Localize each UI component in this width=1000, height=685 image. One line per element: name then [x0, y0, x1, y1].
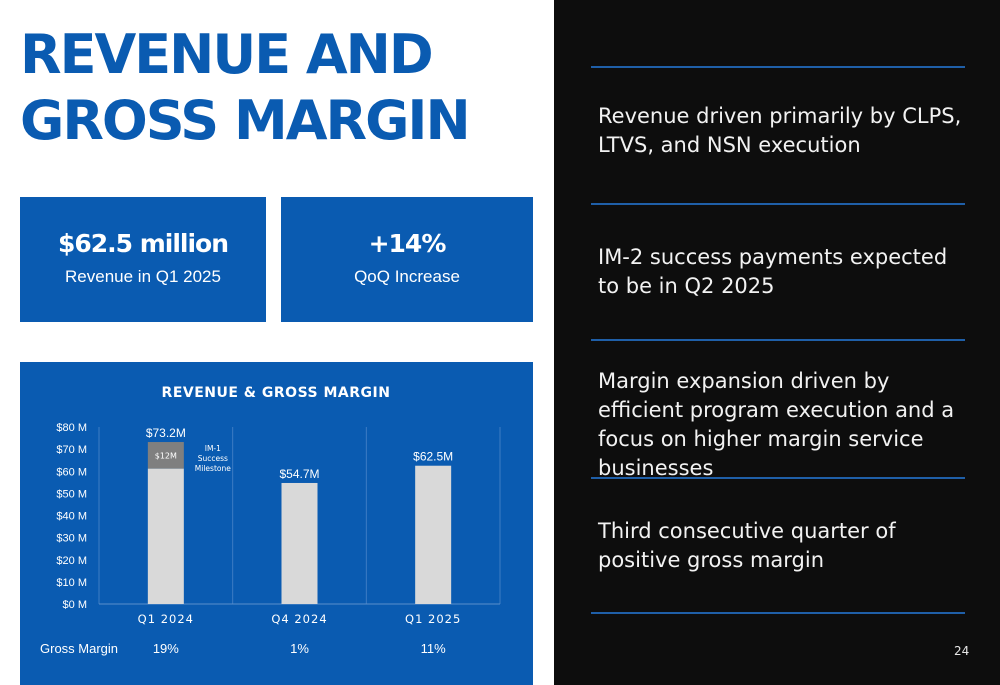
y-tick-label: $10 M — [56, 577, 87, 589]
y-tick-label: $0 M — [63, 599, 87, 611]
right-panel: Revenue driven primarily by CLPS, LTVS, … — [554, 0, 1000, 685]
bar-q4-2024 — [281, 482, 318, 604]
page-number: 24 — [954, 644, 970, 658]
bar-q1-2025 — [415, 465, 452, 604]
y-tick-label: $40 M — [56, 511, 87, 523]
gross-margin-value: 1% — [290, 641, 309, 656]
milestone-annotation: Success — [198, 454, 228, 463]
kpi-revenue-card: $62.5 million Revenue in Q1 2025 — [20, 197, 266, 322]
page-title-line-2: GROSS MARGIN — [20, 89, 471, 152]
kpi-qoq-label: QoQ Increase — [354, 267, 460, 286]
milestone-segment-label: $12M — [155, 451, 177, 460]
bullet-list: Revenue driven primarily by CLPS, LTVS, … — [554, 0, 1000, 685]
divider-line — [591, 612, 965, 614]
kpi-qoq-value: +14% — [368, 229, 447, 258]
bullet-item: IM-2 success payments expected to be in … — [598, 245, 948, 298]
y-tick-label: $80 M — [56, 422, 87, 434]
bullet-item: Revenue driven primarily by CLPS, LTVS, … — [598, 104, 962, 157]
bullet-item: Margin expansion driven by efficient pro… — [598, 369, 955, 480]
y-tick-label: $70 M — [56, 444, 87, 456]
page-title: REVENUE AND GROSS MARGIN — [20, 22, 471, 154]
milestone-annotation: Milestone — [195, 464, 231, 473]
kpi-revenue-label: Revenue in Q1 2025 — [65, 267, 221, 286]
chart-title: REVENUE & GROSS MARGIN — [162, 385, 391, 401]
x-tick-label: Q1 2024 — [138, 612, 194, 626]
divider-line — [591, 339, 965, 341]
y-tick-label: $20 M — [56, 555, 87, 567]
divider-line — [591, 66, 965, 68]
bar-value-label: $73.2M — [146, 426, 186, 440]
bar-value-label: $54.7M — [279, 467, 319, 481]
left-panel: REVENUE AND GROSS MARGIN $62.5 million R… — [20, 22, 533, 685]
bar-milestone-segment — [147, 442, 184, 469]
y-tick-label: $30 M — [56, 533, 87, 545]
y-tick-label: $50 M — [56, 488, 87, 500]
x-tick-label: Q4 2024 — [271, 612, 327, 626]
page-title-line-1: REVENUE AND — [20, 23, 434, 86]
divider-line — [591, 203, 965, 205]
bar-q1-2024 — [147, 468, 184, 604]
kpi-revenue-value: $62.5 million — [57, 229, 229, 258]
kpi-qoq-card: +14% QoQ Increase — [281, 197, 533, 322]
divider-line — [591, 477, 965, 479]
bar-value-label: $62.5M — [413, 450, 453, 464]
bullet-item: Third consecutive quarter of positive gr… — [598, 519, 896, 572]
chart-panel: REVENUE & GROSS MARGIN $0 M $10 M $20 M $30 … — [20, 362, 533, 685]
y-tick-label: $60 M — [56, 466, 87, 478]
gross-margin-value: 19% — [153, 641, 179, 656]
gross-margin-value: 11% — [421, 641, 446, 656]
revenue-chart: REVENUE & GROSS MARGIN $0 M $10 M $20 M $30 … — [40, 385, 501, 656]
gross-margin-label: Gross Margin — [40, 641, 118, 656]
milestone-annotation: IM-1 — [205, 444, 221, 453]
x-tick-label: Q1 2025 — [405, 612, 461, 626]
